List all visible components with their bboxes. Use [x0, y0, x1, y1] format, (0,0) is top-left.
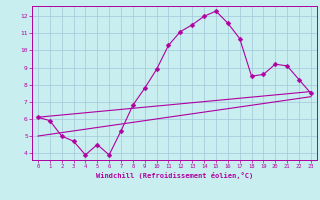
X-axis label: Windchill (Refroidissement éolien,°C): Windchill (Refroidissement éolien,°C)	[96, 172, 253, 179]
